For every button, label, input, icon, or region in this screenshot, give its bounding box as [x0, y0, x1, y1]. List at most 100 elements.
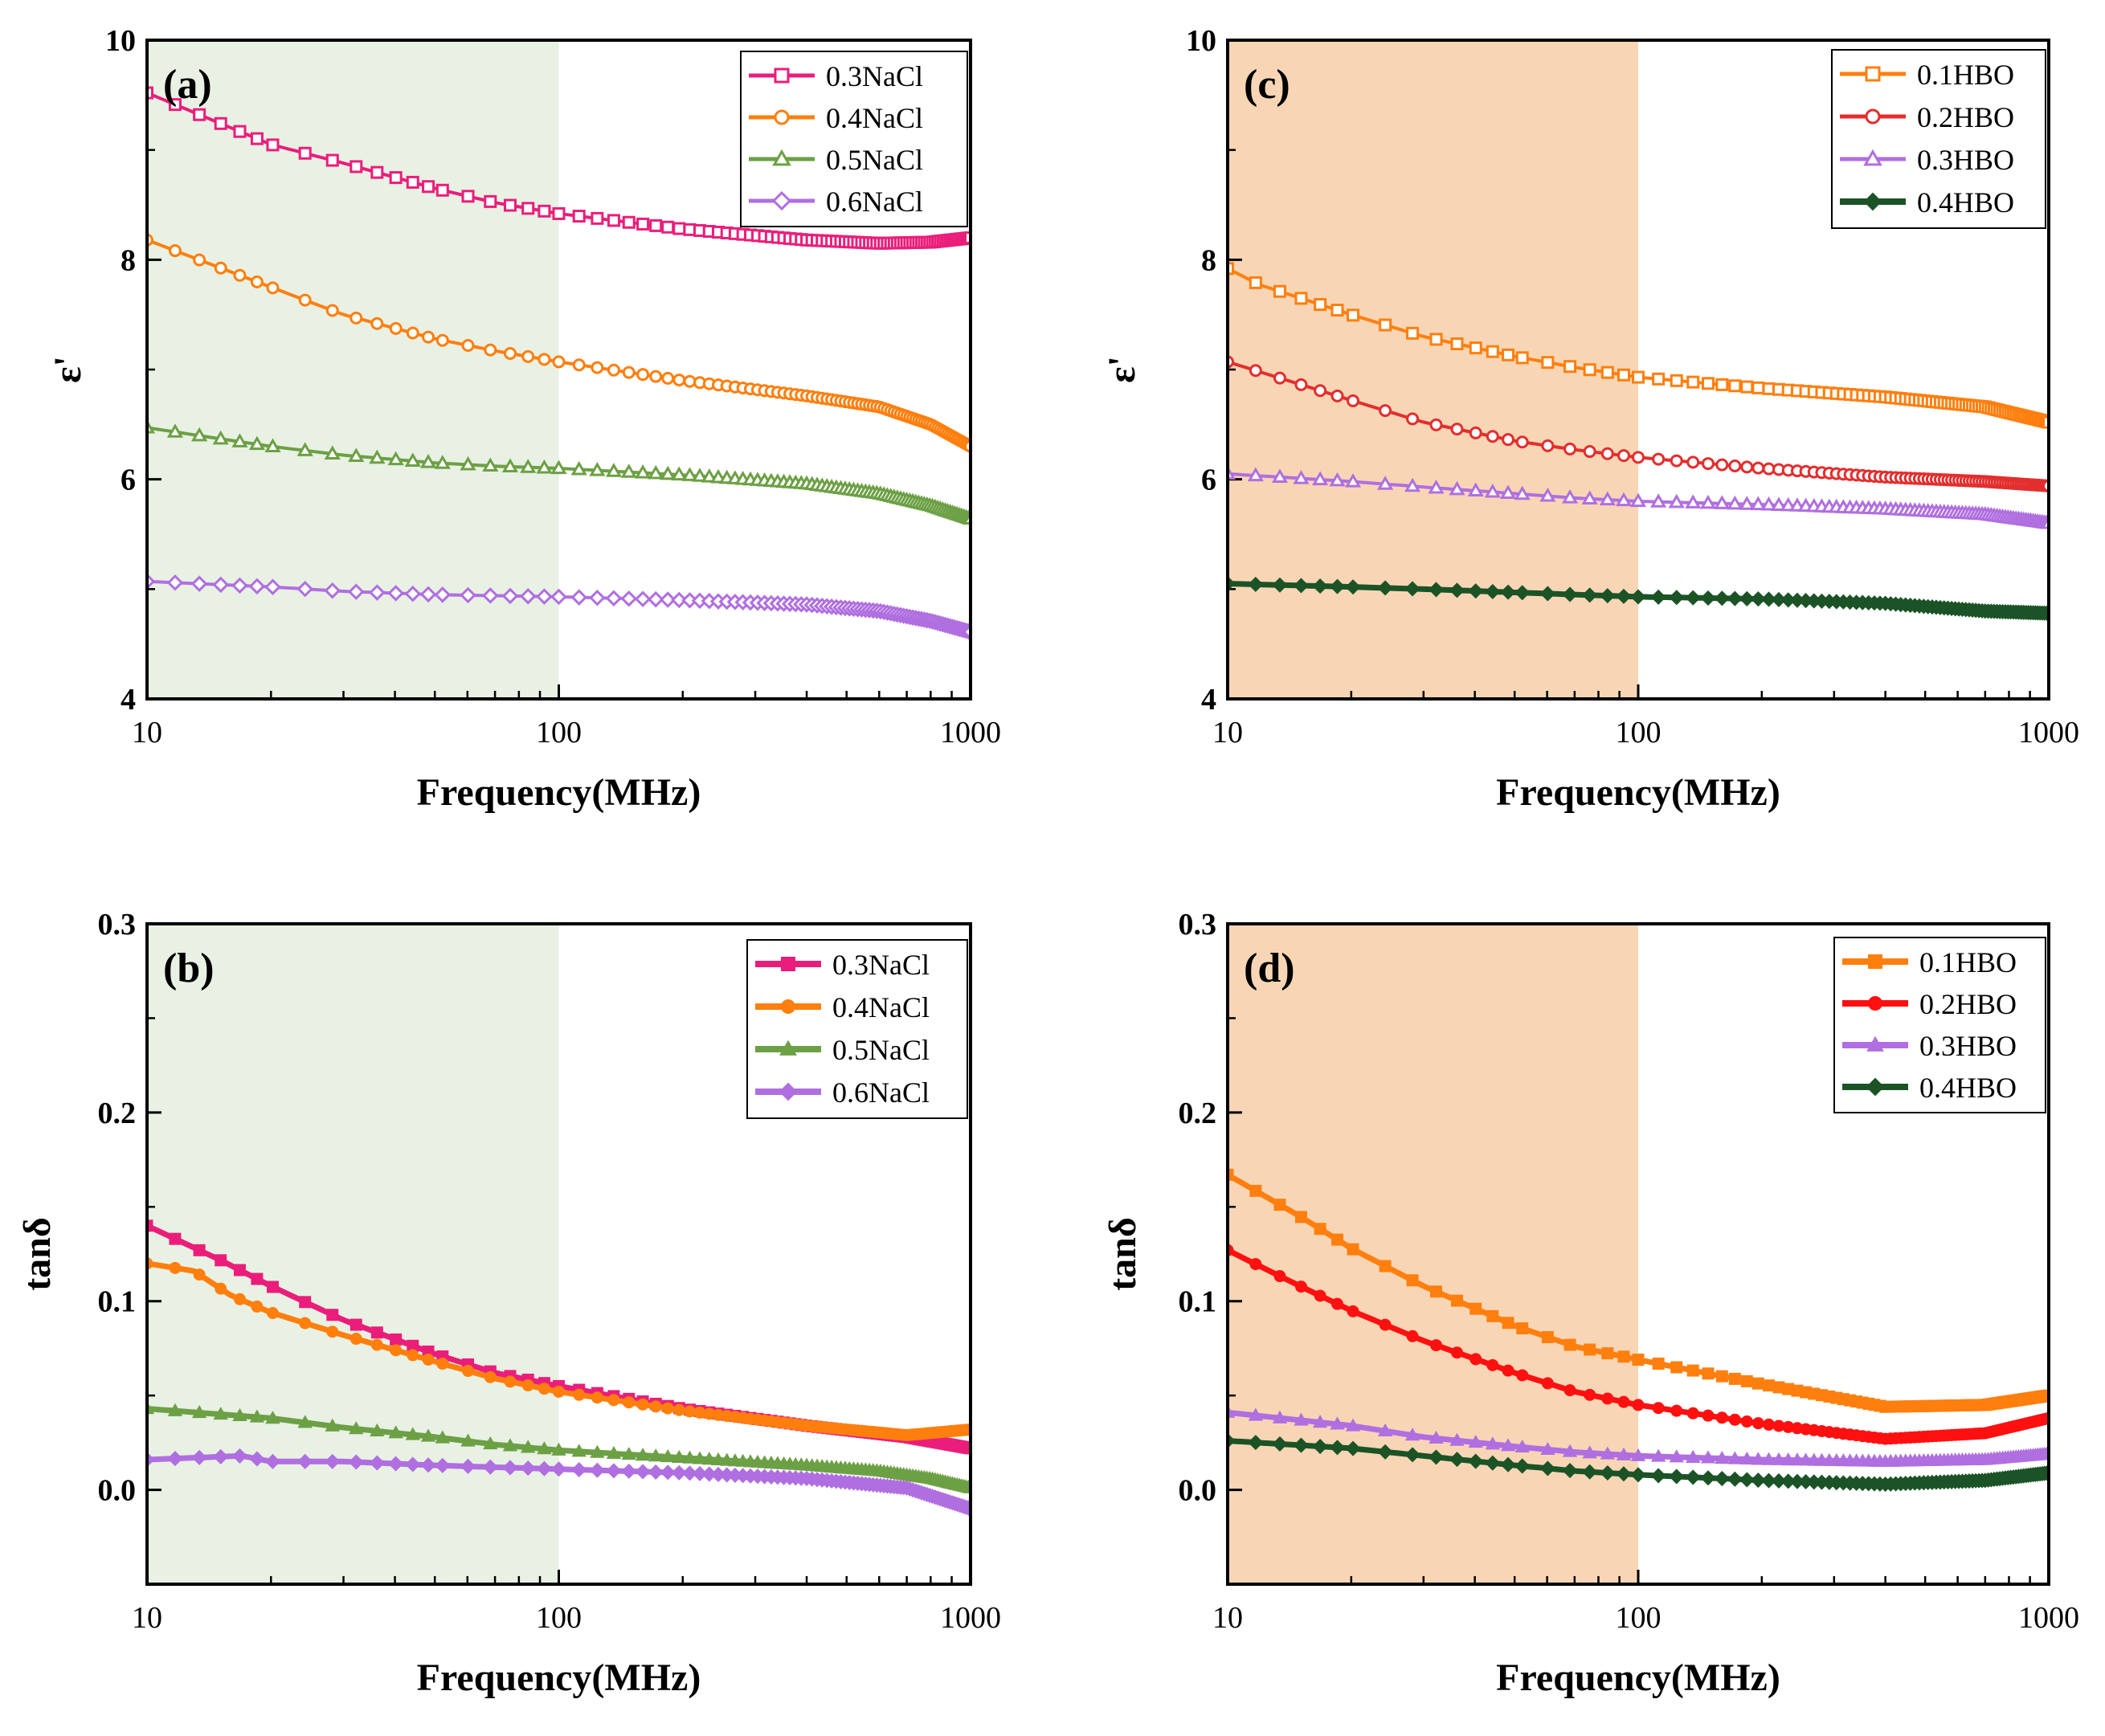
data-point — [1699, 494, 1717, 509]
x-tick-label: 10 — [1212, 716, 1243, 750]
data-point — [264, 578, 281, 595]
legend-item: 0.3HBO — [1842, 1030, 2017, 1062]
data-point — [1468, 1435, 1483, 1448]
data-point — [649, 1400, 662, 1413]
data-point — [589, 462, 606, 476]
data-point — [501, 587, 519, 605]
data-point — [299, 1296, 312, 1309]
data-point — [1715, 1411, 1728, 1424]
data-point — [1562, 1463, 1578, 1479]
data-point — [147, 86, 153, 100]
data-point — [1652, 372, 1666, 386]
data-point — [1740, 1375, 1753, 1387]
data-point — [1294, 378, 1308, 391]
data-point — [212, 576, 229, 594]
data-point — [709, 468, 727, 484]
data-point — [1715, 458, 1729, 472]
data-point — [1600, 366, 1614, 379]
data-point — [407, 1349, 419, 1362]
data-point — [1314, 1223, 1326, 1236]
plot-area — [147, 86, 971, 640]
legend: 0.3NaCl 0.4NaCl 0.5NaCl 0.6NaCl — [746, 939, 968, 1119]
data-point — [266, 138, 280, 152]
legend-label: 0.2HBO — [1917, 101, 2014, 133]
data-point — [671, 466, 688, 481]
data-point — [1583, 445, 1596, 459]
data-point — [623, 1396, 636, 1409]
data-point — [405, 1427, 420, 1440]
legend-item: 0.1HBO — [1842, 946, 2017, 978]
legend-marker — [774, 109, 790, 125]
legend-marker — [1863, 149, 1882, 166]
legend-item: 0.5NaCl — [755, 1034, 930, 1066]
data-point — [1599, 491, 1616, 506]
data-point — [1760, 496, 1777, 511]
data-point — [672, 1403, 685, 1416]
data-point — [349, 1333, 362, 1346]
data-point — [484, 194, 497, 208]
data-point — [661, 1402, 674, 1415]
data-point — [1486, 1358, 1499, 1371]
data-point — [1539, 1460, 1555, 1477]
data-point — [521, 1440, 536, 1453]
data-point — [1686, 1364, 1699, 1377]
data-point — [482, 1459, 498, 1475]
data-point — [660, 465, 676, 480]
data-point — [1739, 1451, 1755, 1465]
data-point — [1514, 485, 1531, 500]
data-point — [388, 1456, 404, 1472]
data-point — [1582, 587, 1598, 603]
data-point — [1669, 1449, 1684, 1463]
data-point — [502, 1460, 518, 1476]
data-point — [1248, 576, 1264, 592]
data-point — [537, 204, 551, 218]
data-point — [1293, 578, 1309, 594]
x-tick-label: 1000 — [2018, 716, 2079, 750]
data-point — [1652, 452, 1666, 466]
data-point — [1249, 1258, 1262, 1271]
data-point — [266, 281, 280, 295]
data-point — [1780, 496, 1796, 512]
legend-label: 0.1HBO — [1919, 946, 2017, 978]
data-point — [422, 330, 435, 344]
x-tick-label: 100 — [1616, 716, 1662, 750]
data-point — [265, 1411, 280, 1424]
data-point — [297, 1453, 313, 1469]
data-point — [1582, 1464, 1598, 1480]
data-point — [193, 108, 206, 121]
data-point — [502, 1438, 518, 1452]
data-point — [482, 457, 499, 472]
data-point — [1249, 1184, 1262, 1197]
data-point — [571, 1444, 587, 1457]
data-point — [1347, 1243, 1359, 1256]
data-point — [1312, 471, 1329, 486]
data-point — [1700, 590, 1716, 606]
legend-marker — [779, 1082, 798, 1101]
panel-b: 10 100 1000 0.0 0.1 0.2 0.3 (b) Frequency(MHz) ta… — [16, 908, 1001, 1699]
data-point — [233, 1293, 246, 1305]
series-0.5NaCl — [147, 419, 971, 525]
data-point — [1329, 1440, 1346, 1456]
data-point — [719, 1452, 734, 1466]
data-point — [1345, 1440, 1361, 1456]
data-point — [1228, 1168, 1234, 1181]
legend-item: 0.2HBO — [1840, 101, 2014, 133]
data-point — [649, 219, 663, 232]
data-point — [1379, 318, 1392, 332]
data-point — [1485, 583, 1501, 599]
data-point — [1249, 364, 1262, 378]
data-point — [484, 343, 497, 357]
data-point — [1449, 1432, 1465, 1446]
data-point — [1740, 380, 1754, 394]
data-point — [147, 1219, 153, 1232]
data-point — [1686, 455, 1700, 469]
series-0.6NaCl — [147, 573, 971, 640]
data-point — [191, 1449, 207, 1465]
data-point — [406, 326, 419, 340]
data-point — [1312, 1439, 1328, 1455]
series-0.6NaCl — [147, 1448, 971, 1517]
data-point — [1714, 495, 1731, 509]
data-point — [1714, 590, 1730, 607]
data-point — [1600, 447, 1614, 460]
data-point — [370, 165, 384, 179]
